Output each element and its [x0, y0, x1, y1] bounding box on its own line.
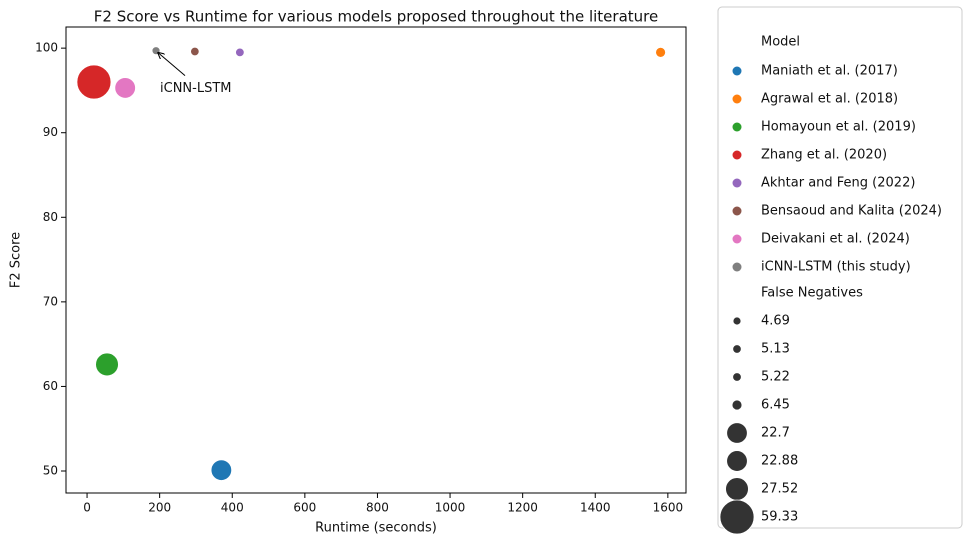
point — [190, 46, 200, 57]
point — [235, 47, 245, 58]
size-legend-label: 5.13 — [761, 342, 790, 357]
point — [76, 64, 112, 100]
y-tick-label: 80 — [43, 210, 58, 224]
legend-marker — [732, 234, 742, 244]
legend-label: Agrawal et al. (2018) — [761, 92, 898, 107]
x-tick-label: 400 — [221, 501, 244, 515]
size-legend-label: 5.22 — [761, 370, 790, 385]
size-legend-label: 27.52 — [761, 482, 798, 497]
y-axis-label: F2 Score — [9, 232, 24, 288]
chart-title: F2 Score vs Runtime for various models p… — [94, 8, 658, 26]
size-legend-marker — [726, 422, 748, 444]
x-tick-label: 1600 — [653, 501, 684, 515]
x-tick-label: 1400 — [580, 501, 611, 515]
size-legend-label: 6.45 — [761, 398, 790, 413]
size-legend-marker — [732, 316, 742, 326]
legend-label: iCNN-LSTM (this study) — [761, 260, 911, 275]
point — [95, 352, 119, 377]
annotation: iCNN-LSTM — [160, 81, 231, 96]
x-tick-label: 0 — [83, 501, 91, 515]
legend-marker — [732, 206, 742, 216]
size-legend-marker — [732, 344, 742, 354]
size-legend-marker — [731, 399, 743, 411]
legend-label: Maniath et al. (2017) — [761, 64, 898, 79]
y-tick-label: 100 — [35, 41, 58, 55]
y-tick-label: 60 — [43, 379, 58, 393]
size-legend-marker — [732, 372, 742, 382]
legend-marker — [732, 262, 742, 272]
y-tick-label: 90 — [43, 125, 58, 139]
legend-label: Akhtar and Feng (2022) — [761, 176, 915, 191]
y-tick-label: 70 — [43, 294, 58, 308]
size-legend-label: 59.33 — [761, 510, 798, 525]
legend-marker — [732, 122, 742, 132]
point — [210, 459, 233, 481]
legend-label: Zhang et al. (2020) — [761, 148, 887, 163]
x-tick-label: 200 — [148, 501, 171, 515]
size-legend-marker — [725, 477, 749, 501]
size-legend-label: 22.7 — [761, 426, 790, 441]
x-tick-label: 1200 — [507, 501, 538, 515]
size-legend-marker — [719, 499, 755, 535]
legend-marker — [732, 66, 742, 76]
point — [655, 46, 666, 58]
x-axis-label: Runtime (seconds) — [315, 521, 437, 536]
plot-frame — [65, 26, 687, 494]
legend-marker — [732, 150, 742, 160]
legend-marker — [732, 178, 742, 188]
legend-marker — [732, 94, 742, 104]
legend-label: Deivakani et al. (2024) — [761, 232, 910, 247]
size-legend-label: 4.69 — [761, 314, 790, 329]
size-legend-marker — [726, 450, 748, 472]
size-legend-title: False Negatives — [761, 286, 863, 301]
x-tick-label: 600 — [293, 501, 316, 515]
x-tick-label: 800 — [366, 501, 389, 515]
legend-label: Bensaoud and Kalita (2024) — [761, 204, 942, 219]
legend-box — [717, 6, 963, 529]
x-tick-label: 1000 — [435, 501, 466, 515]
y-tick-label: 50 — [43, 464, 58, 478]
point — [114, 77, 136, 99]
legend-title: Model — [761, 35, 800, 50]
legend-label: Homayoun et al. (2019) — [761, 120, 916, 135]
size-legend-label: 22.88 — [761, 454, 798, 469]
annotation-arrow — [158, 53, 186, 77]
